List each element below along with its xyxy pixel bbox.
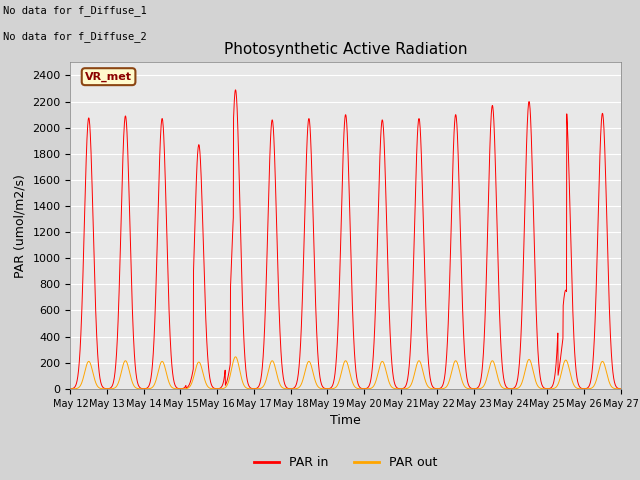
Text: VR_met: VR_met xyxy=(85,72,132,82)
Legend: PAR in, PAR out: PAR in, PAR out xyxy=(249,451,442,474)
Text: No data for f_Diffuse_1: No data for f_Diffuse_1 xyxy=(3,5,147,16)
Text: No data for f_Diffuse_2: No data for f_Diffuse_2 xyxy=(3,31,147,42)
Title: Photosynthetic Active Radiation: Photosynthetic Active Radiation xyxy=(224,42,467,57)
X-axis label: Time: Time xyxy=(330,414,361,427)
Y-axis label: PAR (umol/m2/s): PAR (umol/m2/s) xyxy=(14,174,27,277)
